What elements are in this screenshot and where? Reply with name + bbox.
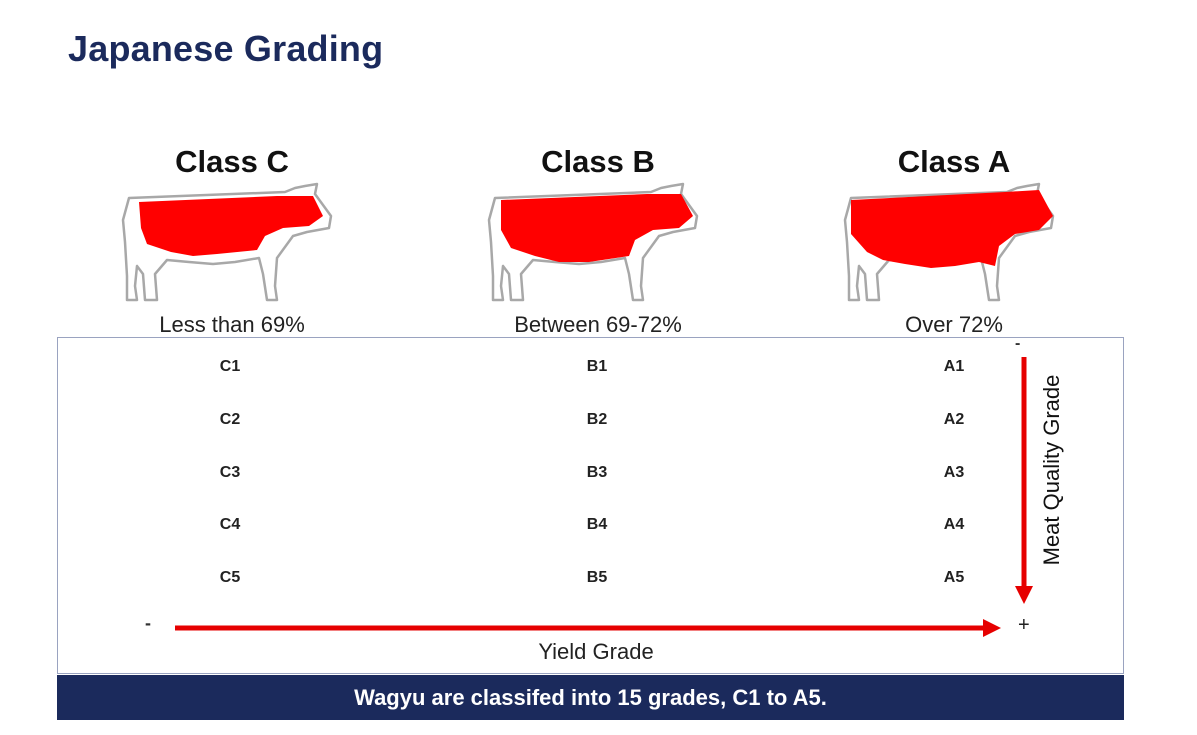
footer-banner: Wagyu are classifed into 15 grades, C1 t… xyxy=(57,675,1124,720)
class-c-name: Class C xyxy=(175,144,289,179)
grade-c3: C3 xyxy=(219,464,241,481)
grade-b1: B1 xyxy=(586,358,608,375)
quality-arrow-head-icon xyxy=(1015,586,1033,604)
grade-a4: A4 xyxy=(943,516,965,533)
yield-axis-minus: - xyxy=(145,613,151,633)
grade-b3: B3 xyxy=(586,464,608,481)
class-a-name: Class A xyxy=(897,144,1011,179)
quality-axis-minus: - xyxy=(1015,335,1021,352)
grade-b5: B5 xyxy=(586,569,608,586)
quality-axis-label: Meat Quality Grade xyxy=(1039,374,1064,566)
grade-c4: C4 xyxy=(219,516,241,533)
class-a-range: Over 72% xyxy=(905,312,1003,337)
grade-grid xyxy=(57,337,1124,674)
class-a-column: Class A Over 72% xyxy=(804,142,1104,339)
class-c-range: Less than 69% xyxy=(159,312,305,337)
class-b-name: Class B xyxy=(541,144,655,179)
yield-axis-plus: + xyxy=(1018,614,1030,636)
class-b-column: Class B Between 69-72% xyxy=(448,142,748,339)
grade-a3: A3 xyxy=(943,464,965,481)
cow-c-icon xyxy=(121,182,333,302)
cow-a-icon xyxy=(843,182,1055,302)
yield-axis-label: Yield Grade xyxy=(538,639,654,664)
grade-a2: A2 xyxy=(943,411,965,428)
grade-a5: A5 xyxy=(943,569,965,586)
grade-c5: C5 xyxy=(219,569,241,586)
page-title: Japanese Grading xyxy=(68,28,384,69)
cow-b-icon xyxy=(487,182,699,302)
yield-arrow-head-icon xyxy=(983,619,1001,637)
class-c-column: Class C Less than 69% xyxy=(82,142,382,339)
grade-c1: C1 xyxy=(219,358,241,375)
grade-c2: C2 xyxy=(219,411,241,428)
class-b-range: Between 69-72% xyxy=(514,312,682,337)
grade-a1: A1 xyxy=(943,358,965,375)
grade-b4: B4 xyxy=(586,516,608,533)
grade-b2: B2 xyxy=(586,411,608,428)
